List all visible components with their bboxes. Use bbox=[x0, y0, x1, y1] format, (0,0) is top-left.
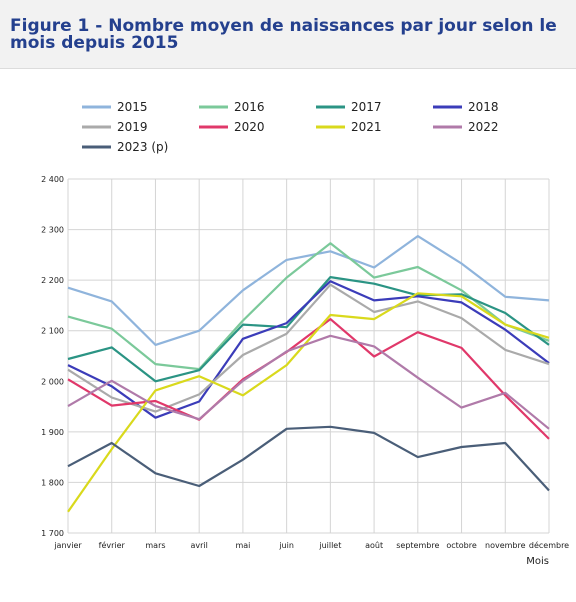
legend-label[interactable]: 2016 bbox=[234, 100, 265, 114]
y-tick-label: 1 700 bbox=[41, 529, 64, 538]
x-tick-label: février bbox=[99, 540, 126, 550]
line-chart: 2015 2016 2017 2018 2019 2020 2021 2022 2023 (p)… bbox=[41, 100, 569, 567]
x-tick-label: juin bbox=[278, 541, 294, 550]
chart-panel: 2015 2016 2017 2018 2019 2020 2021 2022 2023 (p)… bbox=[0, 68, 576, 602]
legend-label[interactable]: 2021 bbox=[351, 120, 382, 134]
y-tick-label: 2 200 bbox=[41, 276, 64, 285]
x-tick-label: novembre bbox=[485, 541, 526, 550]
series-line-2015 bbox=[67, 235, 550, 346]
legend-label[interactable]: 2019 bbox=[117, 120, 148, 134]
legend-label[interactable]: 2015 bbox=[117, 100, 148, 114]
series-line-2020 bbox=[67, 318, 550, 440]
y-tick-label: 1 900 bbox=[41, 428, 64, 437]
x-tick-label: mai bbox=[235, 541, 250, 550]
legend-label[interactable]: 2018 bbox=[468, 100, 499, 114]
x-tick-label: juillet bbox=[318, 541, 341, 550]
legend-label[interactable]: 2023 (p) bbox=[117, 140, 168, 154]
series-line-2016 bbox=[67, 242, 550, 371]
series-line-2021 bbox=[67, 292, 550, 513]
y-tick-label: 1 800 bbox=[41, 478, 64, 487]
y-tick-label: 2 300 bbox=[41, 226, 64, 235]
x-tick-label: octobre bbox=[446, 541, 477, 550]
x-axis-title: Mois bbox=[526, 556, 549, 567]
legend-label[interactable]: 2022 bbox=[468, 120, 499, 134]
x-tick-label: août bbox=[365, 541, 383, 550]
x-tick-label: avril bbox=[190, 541, 207, 550]
x-tick-label: septembre bbox=[396, 541, 439, 550]
series-line-2023p bbox=[67, 425, 550, 492]
x-tick-label: janvier bbox=[53, 541, 82, 550]
y-tick-label: 2 100 bbox=[41, 327, 64, 336]
legend-label[interactable]: 2017 bbox=[351, 100, 382, 114]
chart-title: Figure 1 - Nombre moyen de naissances pa… bbox=[10, 16, 557, 53]
series-line-2022 bbox=[67, 334, 550, 430]
y-tick-label: 2 000 bbox=[41, 377, 64, 386]
series-line-2018 bbox=[67, 280, 550, 419]
y-tick-label: 2 400 bbox=[41, 175, 64, 184]
legend-label[interactable]: 2020 bbox=[234, 120, 265, 134]
series-line-2019 bbox=[67, 283, 550, 413]
x-tick-label: mars bbox=[145, 541, 165, 550]
x-tick-label: décembre bbox=[529, 540, 569, 550]
